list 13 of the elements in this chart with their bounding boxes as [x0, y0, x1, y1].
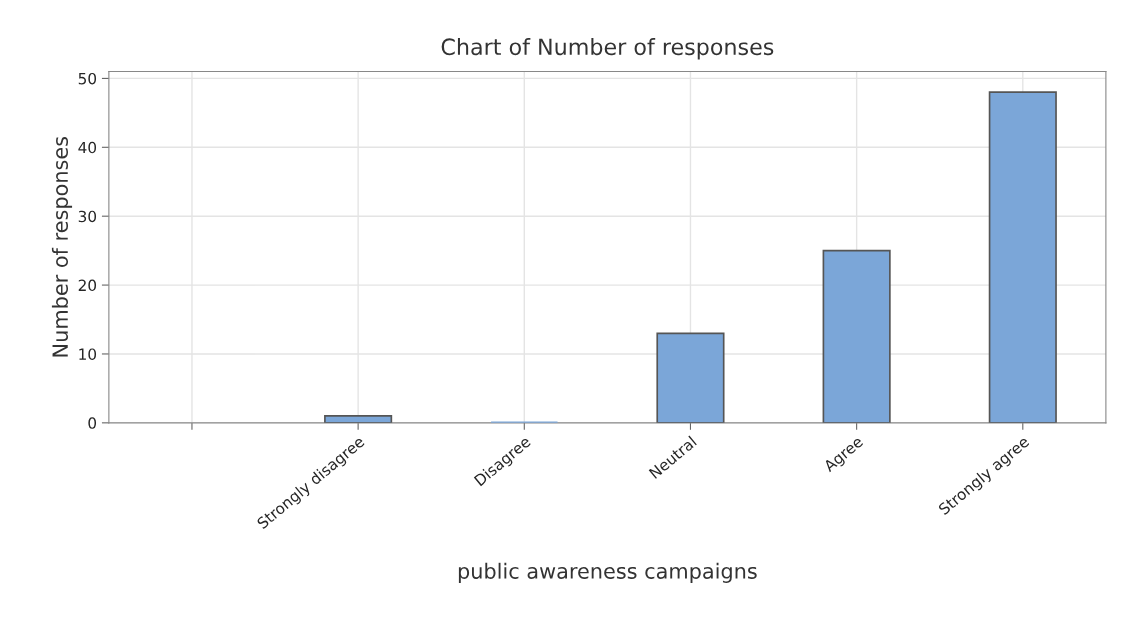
- y-tick-label: 40: [78, 141, 97, 154]
- y-tick-label: 0: [88, 417, 97, 429]
- y-tick-label: 30: [78, 210, 97, 223]
- x-axis-title: public awareness campaigns: [458, 562, 757, 583]
- y-axis-title: Number of responses: [51, 136, 73, 357]
- y-tick-label: 20: [78, 279, 97, 292]
- bar: [988, 91, 1057, 423]
- bar: [822, 249, 891, 423]
- bar: [656, 332, 725, 423]
- y-tick-label: 10: [79, 348, 97, 360]
- y-tick-label: 50: [78, 72, 97, 85]
- bar: [324, 415, 393, 423]
- chart-title: Chart of Number of responses: [441, 37, 774, 60]
